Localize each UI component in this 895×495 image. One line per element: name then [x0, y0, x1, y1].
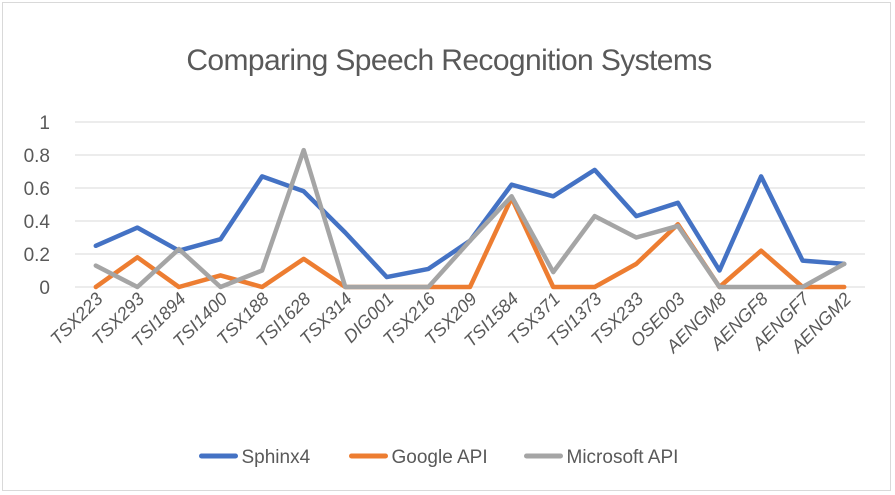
legend-label: Sphinx4 [242, 447, 311, 468]
y-tick-label: 0.4 [24, 212, 51, 233]
y-tick-label: 1 [39, 113, 50, 134]
series-line-microsoft-api [93, 147, 847, 290]
legend-label: Google API [392, 447, 488, 468]
y-tick-label: 0 [39, 278, 50, 299]
y-tick-label: 0.6 [24, 179, 50, 200]
series-lines [93, 147, 847, 290]
y-axis-ticks: 0 0.2 0.4 0.6 0.8 1 [24, 113, 51, 299]
chart-title: Comparing Speech Recognition Systems [186, 44, 711, 77]
legend-label: Microsoft API [567, 447, 679, 468]
y-tick-label: 0.2 [24, 245, 50, 266]
series-line-sphinx4 [93, 167, 847, 280]
y-tick-label: 0.8 [24, 146, 50, 167]
legend: Sphinx4 Google API Microsoft API [199, 447, 679, 468]
x-axis-ticks: TSX223TSX293TSI1894TSI1400TSX188TSI1628T… [46, 288, 855, 357]
